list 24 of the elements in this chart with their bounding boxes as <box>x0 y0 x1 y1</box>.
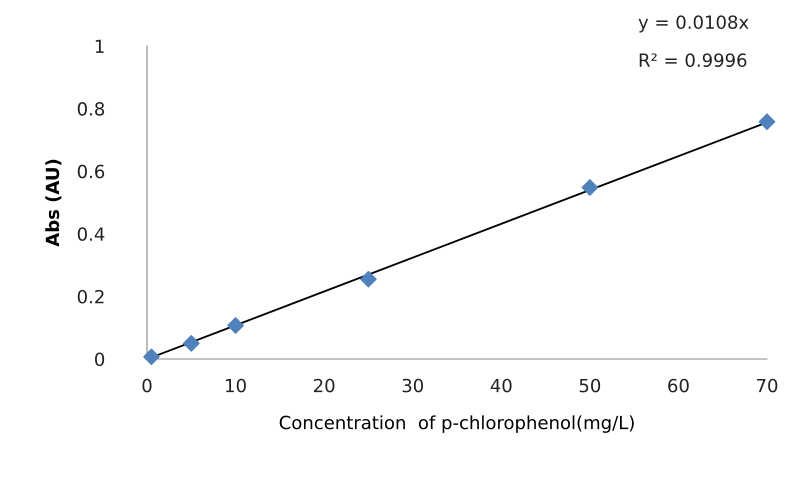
point <box>227 317 244 334</box>
y-tick-label: 0.2 <box>78 290 104 304</box>
point <box>143 348 160 366</box>
y-axis-title: Abs (AU) <box>45 160 62 247</box>
y-tick-label: 1 <box>96 40 104 53</box>
x-tick-label: 0 <box>142 378 152 392</box>
point <box>182 335 200 352</box>
x-tick-label: 60 <box>668 378 689 392</box>
x-tick-label: 50 <box>580 378 600 392</box>
y-tick-label: 0.4 <box>78 227 104 241</box>
x-tick-label: 10 <box>226 378 246 392</box>
x-tick-label: 70 <box>756 378 778 392</box>
annotation: R² = 0.9996 <box>640 53 746 67</box>
x-tick-label: 20 <box>314 378 334 392</box>
y-tick-label: 0.8 <box>78 102 104 116</box>
text: y = 0.0108x <box>638 15 749 32</box>
x-axis-title: Concentration of p-chlorophenol(mg/L) <box>280 415 634 433</box>
x-tick-label: 30 <box>402 378 424 392</box>
y-tick-label: 0 <box>95 352 104 366</box>
point <box>582 179 598 196</box>
x-tick-label: 40 <box>490 378 512 392</box>
point <box>360 270 377 288</box>
point <box>758 113 776 130</box>
y-tick-label: 0.6 <box>78 164 104 178</box>
